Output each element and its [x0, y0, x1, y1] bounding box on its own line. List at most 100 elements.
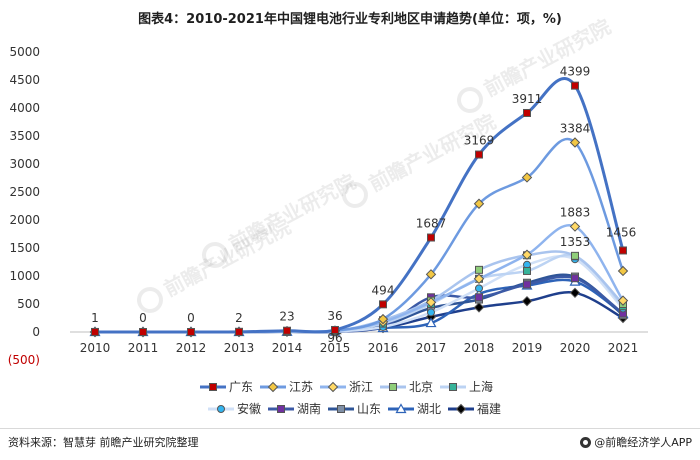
data-label: 3169: [464, 134, 495, 148]
legend-label: 湖南: [297, 401, 321, 416]
x-tick-label: 2020: [560, 341, 591, 355]
data-label: 36: [327, 309, 342, 323]
data-label: 1687: [416, 217, 447, 231]
legend-item: 上海: [440, 379, 493, 394]
data-point: [473, 302, 485, 313]
data-label: 4399: [560, 65, 591, 79]
y-tick-label: 4000: [9, 101, 40, 115]
x-tick-label: 2015: [320, 341, 351, 355]
y-tick-label: 4500: [9, 73, 40, 87]
data-point: [523, 108, 531, 117]
data-point: [475, 150, 483, 159]
watermark-text: 前瞻产业研究院: [225, 169, 360, 256]
legend-marker: [327, 381, 339, 393]
data-label: 3384: [560, 121, 591, 135]
y-tick-label: 5000: [9, 45, 40, 59]
data-label: 1: [91, 311, 99, 325]
series-1: [91, 77, 627, 336]
data-point: [571, 274, 579, 283]
data-point: [571, 81, 579, 90]
y-tick-label: 500: [17, 297, 40, 311]
data-point: [283, 326, 291, 335]
data-label: 2: [235, 311, 243, 325]
watermark-logo-icon: [457, 87, 483, 113]
brand-credit: @前瞻经济学人APP: [580, 434, 692, 450]
data-point: [139, 328, 147, 336]
x-tick-label: 2016: [368, 341, 399, 355]
data-point: [331, 325, 339, 334]
data-label: 1883: [560, 206, 591, 220]
data-label: 494: [372, 283, 395, 297]
data-label: 1353: [560, 235, 591, 249]
legend-item: 湖北: [388, 401, 441, 416]
chart-title: 图表4：2010-2021年中国锂电池行业专利地区申请趋势(单位：项，%): [138, 12, 562, 27]
legend-label: 湖北: [417, 401, 441, 416]
data-point: [617, 265, 629, 277]
legend-item: 福建: [448, 401, 501, 416]
data-point: [619, 246, 627, 255]
data-point: [427, 308, 435, 317]
data-point: [569, 137, 581, 148]
data-point: [427, 233, 435, 242]
legend-marker: [209, 383, 217, 391]
legend-marker: [277, 405, 285, 413]
legend-marker: [267, 381, 279, 393]
x-tick-label: 2021: [608, 341, 639, 355]
legend-item: 湖南: [268, 401, 321, 416]
data-point: [475, 293, 483, 302]
legend-item: 浙江: [320, 380, 373, 394]
data-point: [473, 198, 485, 209]
data-label: 23: [279, 310, 294, 324]
legend-item: 山东: [328, 402, 381, 416]
x-tick-label: 2013: [224, 341, 255, 355]
data-point: [425, 269, 437, 280]
legend-item: 北京: [380, 380, 433, 394]
data-point: [475, 265, 483, 274]
data-label: 1456: [606, 225, 637, 239]
data-label-layer: 1 0 0 2 23 36 494 1687 3169 3911 4399 1456 3384 1883 1…: [91, 65, 636, 345]
data-label: 3911: [512, 92, 543, 106]
data-label: 96: [327, 331, 342, 345]
data-point: [523, 266, 531, 275]
legend-label: 安徽: [237, 401, 261, 416]
series-line: [94, 137, 625, 334]
legend-label: 上海: [469, 379, 493, 394]
y-tick-label: 3000: [9, 157, 40, 171]
data-point: [425, 317, 437, 328]
legend-marker: [395, 403, 407, 414]
footer-divider: [0, 428, 700, 429]
brand-text: @前瞻经济学人APP: [594, 436, 692, 449]
legend-label: 福建: [477, 401, 501, 416]
y-tick-label: 1000: [9, 269, 40, 283]
brand-logo-icon: [580, 436, 592, 448]
legend-label: 山东: [357, 402, 381, 416]
x-tick-label: 2012: [176, 341, 207, 355]
legend-marker: [389, 383, 397, 391]
legend-item: 安徽: [208, 401, 261, 416]
legend-label: 浙江: [349, 380, 373, 394]
watermark-logo-icon: [342, 182, 368, 208]
x-tick-label: 2019: [512, 341, 543, 355]
x-tick-label: 2017: [416, 341, 447, 355]
data-point: [569, 287, 581, 299]
y-tick-label: (500): [8, 353, 40, 367]
data-point: [523, 280, 531, 289]
x-tick-label: 2011: [128, 341, 159, 355]
data-point: [475, 284, 483, 293]
data-point: [521, 249, 533, 260]
legend-label: 北京: [409, 380, 433, 394]
data-point: [187, 328, 195, 336]
legend-label: 广东: [229, 380, 253, 394]
data-point: [91, 327, 99, 336]
data-point: [569, 221, 581, 232]
y-tick-label: 1500: [9, 241, 40, 255]
data-point: [235, 327, 243, 336]
data-point: [617, 295, 629, 306]
y-tick-label: 2500: [9, 185, 40, 199]
legend-label: 江苏: [289, 380, 313, 394]
source-note: 资料来源：智慧芽 前瞻产业研究院整理: [8, 436, 199, 449]
data-point: [377, 313, 389, 325]
series-layer: [89, 77, 629, 338]
